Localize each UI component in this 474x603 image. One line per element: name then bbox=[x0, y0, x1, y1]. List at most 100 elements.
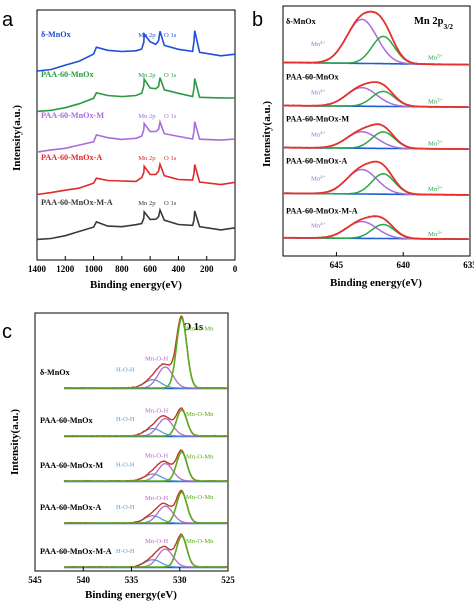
panel-b-mn4-sup: 4+ bbox=[320, 41, 326, 46]
panel-b-title-sub: 3/2 bbox=[443, 22, 453, 31]
panel-b-title-main: Mn 2p bbox=[414, 16, 444, 27]
panel-a-series-line bbox=[36, 207, 236, 241]
panel-c-lattice-label: Mn-O-Mn bbox=[186, 453, 214, 460]
panel-b-fit-line bbox=[283, 10, 469, 66]
panel-a-series-label: PAA-60-MnOx-A bbox=[41, 153, 102, 162]
panel-c-sample-label: δ-MnOx bbox=[40, 368, 71, 377]
panel-c-sample-label: PAA-60-MnOx bbox=[40, 416, 94, 425]
panel-a-frame bbox=[36, 9, 236, 261]
panel-a-x-tick-label: 600 bbox=[143, 264, 157, 274]
panel-c-water-label: H-O-H bbox=[116, 462, 135, 469]
panel-c-title: O 1s bbox=[183, 322, 203, 333]
panel-c-water-label: H-O-H bbox=[116, 366, 135, 373]
panel-c-x-label: Binding energy(eV) bbox=[85, 589, 177, 601]
panel-b-mn3-label: Mn3+ bbox=[428, 98, 443, 106]
panel-c-sample-label: PAA-60-MnOx-A bbox=[40, 503, 101, 512]
panel-b-letter: b bbox=[252, 9, 263, 31]
panel-b-mn3-sup: 3+ bbox=[437, 230, 443, 235]
panel-c-hydroxyl-component bbox=[64, 366, 227, 389]
panel-b-mn3-label: Mn3+ bbox=[428, 185, 443, 193]
panel-a-x-tick-label: 800 bbox=[115, 264, 129, 274]
panel-b-mn4-label: Mn4+ bbox=[311, 222, 326, 230]
panel-a-x-tick-label: 0 bbox=[233, 264, 238, 274]
panel-c-hydroxyl-label: Mn-O-H bbox=[145, 407, 168, 414]
panel-c-spectra: δ-MnOx Mn-O-Mn Mn-O-H H-O-H PAA-60-MnOx Mn-O-… bbox=[40, 315, 228, 569]
panel-a-series-line bbox=[36, 76, 236, 113]
panel-a-o1s-label: O 1s bbox=[164, 32, 177, 39]
panel-c-sample-label: PAA-60-MnOx-M bbox=[40, 461, 103, 470]
panel-a-series-line bbox=[36, 119, 236, 153]
panel-c-x-tick-label: 525 bbox=[221, 575, 235, 585]
panel-b-title: Mn 2p3/2 bbox=[414, 16, 453, 31]
panel-a-series-label: PAA-60-MnOx bbox=[41, 70, 95, 79]
panel-b-fit-line bbox=[283, 81, 469, 108]
panel-c: c O 1s δ-MnOx Mn-O-Mn Mn-O-H H-O-H PAA-60-Mn… bbox=[2, 312, 235, 601]
panel-b-fit-line bbox=[283, 215, 469, 240]
panel-a-o1s-label: O 1s bbox=[164, 200, 177, 207]
panel-b-mn3-sup: 3+ bbox=[437, 140, 443, 145]
panel-a-o1s-label: O 1s bbox=[164, 113, 177, 120]
panel-b-mn4-sup: 4+ bbox=[320, 222, 326, 227]
panel-a-series-label: PAA-60-MnOx-M bbox=[41, 111, 104, 120]
panel-b-mn4-label: Mn4+ bbox=[311, 89, 326, 97]
panel-a-x-ticks: 1400 1200 1000 800 600 400 200 0 bbox=[28, 256, 238, 274]
panel-c-frame bbox=[34, 312, 229, 572]
panel-a-letter: a bbox=[2, 9, 14, 31]
panel-c-sample-label: PAA-60-MnOx-M-A bbox=[40, 547, 112, 556]
panel-a-mn2p-label: Mn 2p bbox=[138, 113, 156, 120]
panel-c-lattice-label: Mn-O-Mn bbox=[186, 538, 214, 545]
panel-a-x-tick-label: 1200 bbox=[56, 264, 75, 274]
panel-b-sample-label: PAA-60-MnOx-A bbox=[286, 157, 347, 166]
panel-a-mn2p-label: Mn 2p bbox=[138, 72, 156, 79]
panel-a: a δ-MnOx Mn 2p O 1s PAA-60-MnOx Mn 2p O 1s PAA… bbox=[2, 9, 238, 291]
panel-c-lattice-label: Mn-O-Mn bbox=[186, 411, 214, 418]
panel-b-mn3-sup: 3+ bbox=[437, 54, 443, 59]
panel-c-lattice-component bbox=[64, 491, 227, 524]
panel-c-x-ticks: 545 540 535 530 525 bbox=[28, 567, 235, 585]
panel-b-mn4-sup: 4+ bbox=[320, 175, 326, 180]
panel-b-mn3-sup: 3+ bbox=[437, 98, 443, 103]
panel-c-hydroxyl-label: Mn-O-H bbox=[145, 356, 168, 363]
panel-c-hydroxyl-label: Mn-O-H bbox=[145, 538, 168, 545]
panel-c-x-tick-label: 540 bbox=[77, 575, 91, 585]
panel-c-letter: c bbox=[2, 321, 12, 343]
panel-b-sample-label: PAA-60-MnOx-M bbox=[286, 115, 349, 124]
panel-b-mn4-label: Mn4+ bbox=[311, 41, 326, 49]
panel-b-x-ticks: 645 640 635 bbox=[330, 252, 474, 270]
panel-c-lattice-component bbox=[64, 451, 227, 482]
panel-a-o1s-label: O 1s bbox=[164, 72, 177, 79]
panel-c-water-label: H-O-H bbox=[116, 504, 135, 511]
panel-a-x-tick-label: 1000 bbox=[85, 264, 104, 274]
panel-b-x-tick-label: 645 bbox=[330, 260, 344, 270]
panel-a-x-tick-label: 1400 bbox=[28, 264, 47, 274]
panel-a-series-line bbox=[36, 161, 236, 196]
panel-a-y-label: Intensity(a.u.) bbox=[11, 105, 23, 171]
panel-b-fit-line bbox=[283, 160, 469, 196]
panel-b-mn3-label: Mn3+ bbox=[428, 230, 443, 238]
panel-b-sample-label: PAA-60-MnOx bbox=[286, 73, 340, 82]
panel-c-lattice-component bbox=[64, 535, 227, 568]
panel-b-spectra: δ-MnOx Mn4+ Mn3+ PAA-60-MnOx Mn4+ Mn3+ PAA-60-… bbox=[282, 10, 469, 241]
panel-b-fit-line bbox=[283, 123, 469, 150]
panel-b-sample-label: δ-MnOx bbox=[286, 17, 317, 26]
panel-b-frame bbox=[282, 5, 471, 257]
panel-a-x-tick-label: 400 bbox=[172, 264, 186, 274]
panel-c-lattice-label: Mn-O-Mn bbox=[186, 326, 214, 333]
panel-b-mn4-sup: 4+ bbox=[320, 131, 326, 136]
panel-b-x-tick-label: 640 bbox=[396, 260, 410, 270]
panel-c-x-tick-label: 545 bbox=[28, 575, 42, 585]
panel-a-o1s-label: O 1s bbox=[164, 155, 177, 162]
panel-c-lattice-component bbox=[64, 409, 227, 437]
panel-a-series-label: δ-MnOx bbox=[41, 30, 72, 39]
panel-c-water-label: H-O-H bbox=[116, 416, 135, 423]
panel-c-x-tick-label: 530 bbox=[173, 575, 187, 585]
panel-b-y-label: Intensity(a.u.) bbox=[261, 101, 273, 167]
panel-c-lattice-label: Mn-O-Mn bbox=[186, 494, 214, 501]
panel-c-hydroxyl-label: Mn-O-H bbox=[145, 495, 168, 502]
panel-b-mn4-sup: 4+ bbox=[320, 89, 326, 94]
panel-c-water-label: H-O-H bbox=[116, 548, 135, 555]
panel-b-mn3-label: Mn3+ bbox=[428, 140, 443, 148]
panel-a-mn2p-label: Mn 2p bbox=[138, 200, 156, 207]
panel-b-mn3-label: Mn3+ bbox=[428, 54, 443, 62]
